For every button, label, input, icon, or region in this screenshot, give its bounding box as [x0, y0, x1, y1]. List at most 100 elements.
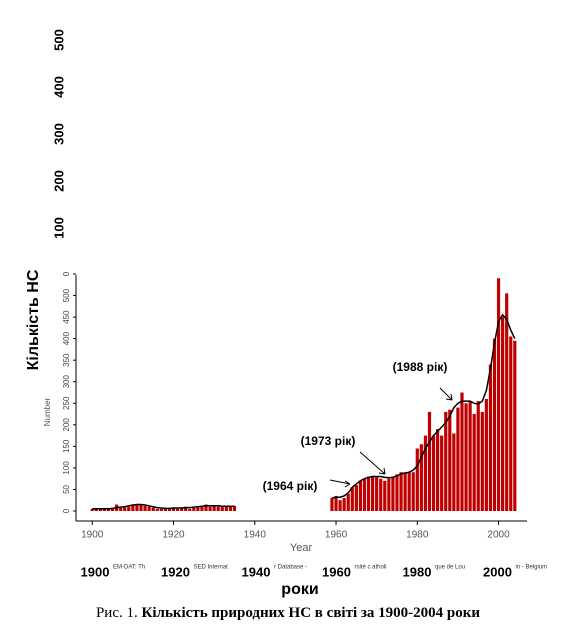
- bar: [228, 505, 232, 511]
- caption: Рис. 1. Кількість природних НС в світі з…: [96, 605, 480, 621]
- y-tick-label: 150: [62, 439, 71, 453]
- bottom-label: 1960: [322, 564, 351, 579]
- bar: [135, 504, 139, 511]
- bar: [444, 411, 448, 511]
- bar: [399, 472, 403, 511]
- bar: [484, 398, 488, 511]
- bar: [391, 476, 395, 511]
- overlay-text: EM-DAT: Th: [113, 565, 145, 571]
- x-tick-label: 1940: [244, 530, 267, 541]
- overlay-text: SED Internat: [194, 565, 229, 571]
- bar: [452, 433, 456, 511]
- bar: [440, 435, 444, 511]
- bar: [350, 487, 354, 511]
- bar: [375, 476, 379, 511]
- y-tick-label: 0: [62, 271, 71, 276]
- bar: [155, 508, 159, 511]
- bar: [131, 504, 135, 511]
- y-tick-label: 400: [62, 331, 71, 345]
- bar: [403, 472, 407, 511]
- bar: [167, 507, 172, 511]
- arrow: [329, 479, 351, 488]
- arrow: [359, 451, 386, 475]
- caption-prefix: Рис. 1.: [96, 605, 138, 621]
- bar: [123, 507, 127, 511]
- annotation: (1988 рік): [393, 360, 448, 374]
- bar: [106, 508, 111, 511]
- bar: [143, 505, 147, 511]
- y-tick-label: 200: [62, 418, 71, 432]
- outer-y-label: 500: [51, 29, 66, 51]
- bar: [208, 506, 212, 511]
- bar: [415, 448, 419, 511]
- bottom-label: 2000: [483, 564, 512, 579]
- bar: [419, 444, 423, 511]
- bar: [366, 476, 371, 511]
- outer-y-label: 200: [51, 170, 66, 192]
- x-tick-label: 1900: [81, 530, 104, 541]
- outer-y-label: 400: [51, 76, 66, 98]
- bar: [119, 507, 123, 511]
- bar: [464, 403, 468, 511]
- x-tick-label: 1980: [406, 530, 429, 541]
- bar: [94, 508, 98, 511]
- x-tick-label: 1960: [325, 530, 348, 541]
- bar: [509, 336, 513, 511]
- overlay-text: r Database -: [274, 565, 307, 571]
- bar: [488, 364, 493, 511]
- bar: [395, 474, 399, 511]
- annotation: (1964 рік): [263, 479, 318, 493]
- bar: [163, 508, 167, 511]
- bar: [159, 508, 163, 511]
- bar: [448, 409, 452, 511]
- bar: [180, 507, 184, 511]
- bar: [220, 505, 224, 511]
- bar: [460, 392, 464, 511]
- bar: [513, 340, 517, 511]
- y-label: Кількість НС: [25, 269, 42, 370]
- bar: [139, 504, 143, 511]
- bar: [505, 293, 509, 511]
- outer-y-label: 300: [51, 123, 66, 145]
- trend-line: [92, 313, 516, 510]
- overlay-text: in - Belgium: [516, 565, 548, 571]
- y-tick-label: 0: [62, 508, 71, 513]
- bottom-label: 1980: [403, 564, 432, 579]
- overlay-text: rsité c atholi: [355, 565, 387, 571]
- bar: [407, 472, 411, 511]
- x-tick-label: 1920: [162, 530, 185, 541]
- x-label: Year: [290, 542, 313, 554]
- y-tick-label: 500: [62, 288, 71, 302]
- bar: [127, 506, 131, 511]
- bar: [188, 508, 192, 511]
- bar: [496, 278, 501, 511]
- bar: [480, 411, 484, 511]
- bar: [171, 507, 176, 511]
- bar: [204, 504, 208, 511]
- bar: [501, 317, 505, 511]
- bar: [468, 401, 472, 511]
- bar: [216, 506, 220, 511]
- bar: [423, 435, 428, 511]
- bar: [358, 480, 363, 511]
- bar: [379, 478, 383, 511]
- bottom-label: 1940: [242, 564, 271, 579]
- bar: [472, 414, 476, 511]
- bar: [354, 485, 358, 511]
- bottom-label: 1920: [161, 564, 190, 579]
- y-tick-label: 100: [62, 461, 71, 475]
- bar: [102, 508, 107, 511]
- bar: [200, 505, 204, 511]
- bar: [362, 478, 367, 511]
- bottom-axis-label: роки: [281, 581, 318, 598]
- bar: [224, 506, 228, 511]
- y-tick-label: 250: [62, 396, 71, 410]
- bar: [387, 478, 391, 511]
- annotation: (1973 рік): [301, 434, 356, 448]
- bar: [476, 401, 480, 511]
- bar: [334, 495, 338, 511]
- bar: [431, 435, 436, 511]
- bar: [90, 508, 94, 511]
- x-tick-label: 2000: [487, 530, 510, 541]
